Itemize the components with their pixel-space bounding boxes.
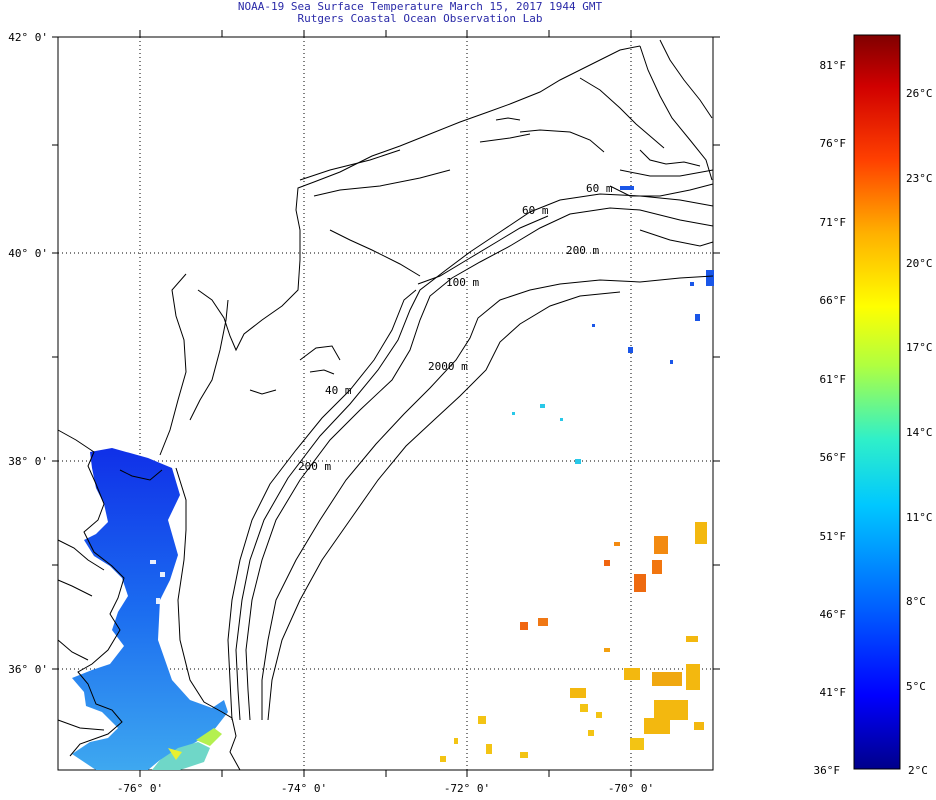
contour-label: 200 m (566, 244, 599, 257)
bathymetry-contours (227, 169, 714, 721)
colorbar-label-c: 23°C (906, 172, 933, 185)
colorbar-label-f: 41°F (820, 686, 847, 699)
colorbar-fahrenheit-labels: 81°F 76°F 71°F 66°F 61°F 56°F 51°F 46°F … (814, 59, 847, 777)
lon-label-72: -72° 0' (444, 782, 490, 795)
colorbar-label-c: 17°C (906, 341, 933, 354)
colorbar-label-f: 76°F (820, 137, 847, 150)
lat-label-36: 36° 0' (8, 663, 48, 676)
colorbar-label-c: 11°C (906, 511, 933, 524)
contour-label: 100 m (446, 276, 479, 289)
colorbar-gradient (853, 34, 901, 770)
map-title: NOAA-19 Sea Surface Temperature March 15… (237, 0, 603, 13)
colorbar-label-f: 71°F (820, 216, 847, 229)
contour-label: 2000 m (428, 360, 468, 373)
contour-labels: 60 m 60 m 200 m 100 m 2000 m 40 m 200 m (298, 182, 613, 473)
colorbar-label-f: 46°F (820, 608, 847, 621)
colorbar-label-f: 51°F (820, 530, 847, 543)
sst-offshore-mid-patches (512, 404, 581, 464)
axis-ticks (52, 30, 720, 777)
colorbar-label-f: 61°F (820, 373, 847, 386)
lat-label-40: 40° 0' (8, 247, 48, 260)
colorbar-label-f: 56°F (820, 451, 847, 464)
colorbar-celsius-labels: 26°C 23°C 20°C 17°C 14°C 11°C 8°C 5°C 2°… (906, 87, 933, 777)
colorbar-label-c: 8°C (906, 595, 926, 608)
lat-label-38: 38° 0' (8, 455, 48, 468)
colorbar-label-f: 36°F (814, 764, 841, 777)
colorbar-label-c: 26°C (906, 87, 933, 100)
map-frame (57, 36, 714, 771)
longitude-labels: -76° 0' -74° 0' -72° 0' -70° 0' (117, 782, 654, 795)
sst-gulf-stream-warm-patches (440, 522, 707, 762)
contour-label: 40 m (325, 384, 352, 397)
contour-label: 60 m (522, 204, 549, 217)
colorbar-label-c: 2°C (908, 764, 928, 777)
sst-shelf-speckle (150, 560, 210, 699)
colorbar-label-c: 14°C (906, 426, 933, 439)
lat-label-42: 42° 0' (8, 31, 48, 44)
lon-label-76: -76° 0' (117, 782, 163, 795)
colorbar-label-c: 20°C (906, 257, 933, 270)
temperature-colorbar (853, 34, 901, 770)
latitude-labels: 42° 0' 40° 0' 38° 0' 36° 0' (8, 31, 48, 676)
contour-label: 60 m (586, 182, 613, 195)
colorbar-label-f: 66°F (820, 294, 847, 307)
lon-label-70: -70° 0' (608, 782, 654, 795)
sst-offshore-cold-patches (592, 186, 714, 364)
contour-label: 200 m (298, 460, 331, 473)
colorbar-label-f: 81°F (820, 59, 847, 72)
colorbar-label-c: 5°C (906, 680, 926, 693)
map-subtitle: Rutgers Coastal Ocean Observation Lab (297, 12, 543, 25)
sst-chesapeake-bay-field (72, 448, 228, 770)
lon-label-74: -74° 0' (281, 782, 327, 795)
coastline (57, 39, 713, 771)
